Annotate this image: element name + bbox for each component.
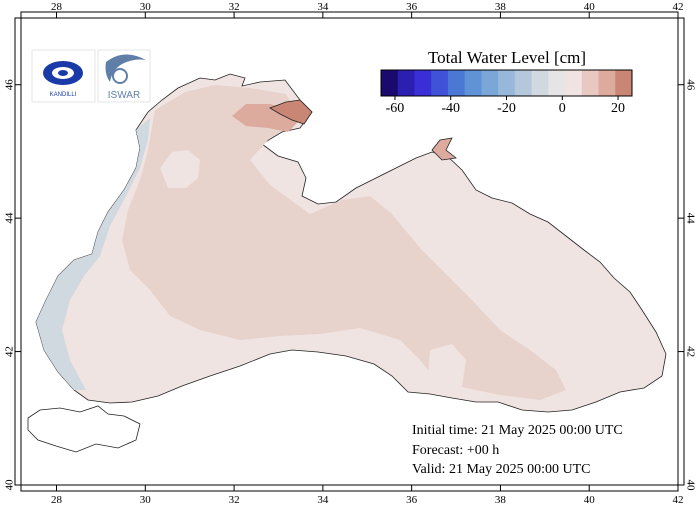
kandilli-logo: KANDILLI	[31, 49, 96, 103]
colorbar-tick-label: 20	[611, 101, 625, 116]
legend-title: Total Water Level [cm]	[428, 48, 586, 67]
iswar-logo: ISWAR	[97, 49, 151, 103]
colorbar-segment	[381, 70, 399, 96]
lon-ticks-bottom: 28 30 32 34 36 38 40 42	[51, 485, 684, 506]
lon-label-top: 34	[317, 1, 329, 13]
southern-pale-patch	[428, 344, 466, 390]
top-border	[20, 11, 679, 19]
lon-label-top: 38	[495, 1, 507, 13]
colorbar-segment	[514, 70, 532, 96]
colorbar-tick-label: 0	[559, 101, 566, 116]
marmara-coast	[27, 405, 141, 453]
lat-ticks-left: 40 42 44 46	[4, 79, 21, 491]
lat-label-right: 44	[684, 213, 696, 225]
svg-text:KANDILLI: KANDILLI	[50, 92, 77, 98]
lon-label-bottom: 36	[406, 494, 418, 506]
colorbar-tick-label: -40	[441, 101, 460, 116]
lon-ticks-top: 28 30 32 34 36 38 40 42	[51, 1, 684, 18]
lon-label-bottom: 34	[317, 494, 329, 506]
lat-label-right: 42	[684, 346, 696, 357]
northwest-pale-zone	[160, 150, 200, 188]
positive-anomaly-zone	[122, 85, 566, 400]
lon-label-bottom: 30	[140, 494, 152, 506]
colorbar	[380, 69, 633, 97]
lon-label-top: 32	[229, 1, 240, 13]
lat-label-left: 44	[4, 212, 16, 224]
lat-label-left: 46	[4, 79, 16, 91]
lat-label-left: 42	[4, 346, 16, 357]
colorbar-segment	[548, 70, 566, 96]
colorbar-tick-label: -20	[497, 101, 516, 116]
svg-text:ISWAR: ISWAR	[108, 90, 140, 101]
colorbar-segment	[615, 70, 633, 96]
colorbar-segment	[565, 70, 583, 96]
lon-label-bottom: 28	[51, 494, 63, 506]
colorbar-segment	[498, 70, 516, 96]
forecast-info: Initial time: 21 May 2025 00:00 UTC Fore…	[412, 423, 623, 477]
valid-time: Valid: 21 May 2025 00:00 UTC	[412, 462, 591, 477]
forecast-hour: Forecast: +00 h	[412, 443, 499, 458]
lat-ticks-right: 40 42 44 46	[678, 79, 696, 491]
kerch-fragment	[431, 137, 457, 161]
colorbar-ticks: -60 -40 -20 0 20	[386, 96, 625, 116]
lat-label-left: 40	[4, 479, 16, 491]
azov-inlet	[269, 99, 313, 125]
lon-label-bottom: 38	[495, 494, 507, 506]
legend: Total Water Level [cm] -60 -40 -20 0 20	[380, 48, 633, 116]
western-shelf-blue	[36, 118, 150, 390]
lat-label-right: 40	[684, 480, 696, 492]
colorbar-segment	[431, 70, 449, 96]
lat-label-right: 46	[684, 79, 696, 91]
colorbar-segment	[481, 70, 499, 96]
lon-label-bottom: 32	[229, 494, 240, 506]
colorbar-segment	[414, 70, 432, 96]
lon-label-top: 30	[140, 1, 152, 13]
colorbar-segment	[464, 70, 482, 96]
lon-label-top: 40	[584, 1, 596, 13]
colorbar-segment	[397, 70, 415, 96]
left-border	[14, 17, 22, 486]
right-border	[677, 17, 685, 486]
lon-label-top: 28	[51, 1, 63, 13]
colorbar-segment	[598, 70, 616, 96]
colorbar-segment	[531, 70, 549, 96]
bottom-border	[20, 484, 679, 492]
colorbar-segment	[447, 70, 465, 96]
initial-time: Initial time: 21 May 2025 00:00 UTC	[412, 423, 623, 438]
lon-label-bottom: 40	[584, 494, 596, 506]
lon-label-top: 36	[406, 1, 418, 13]
lon-label-top: 42	[673, 1, 684, 13]
lon-label-bottom: 42	[673, 494, 684, 506]
colorbar-tick-label: -60	[386, 101, 405, 116]
colorbar-segment	[581, 70, 599, 96]
iswar-wave-icon	[105, 54, 146, 82]
black-sea	[27, 73, 667, 453]
